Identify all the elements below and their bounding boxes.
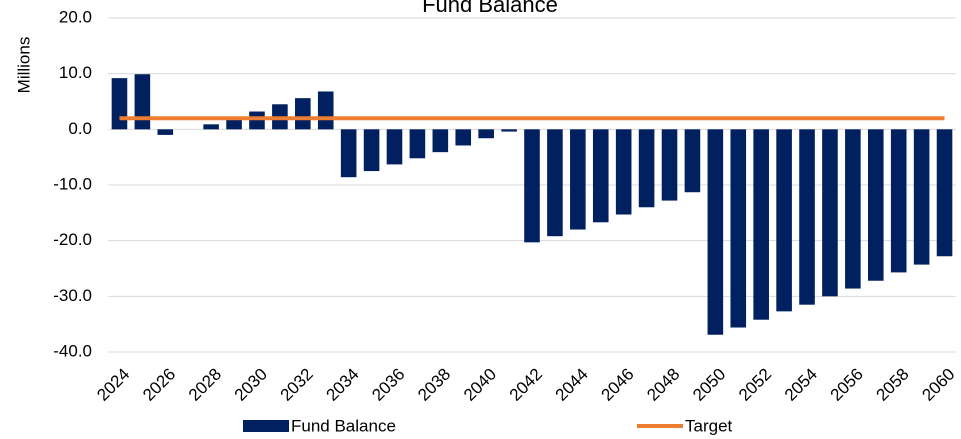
x-tick-label: 2052 bbox=[735, 365, 775, 405]
bar bbox=[822, 129, 838, 297]
bar bbox=[203, 124, 219, 130]
x-tick-label: 2050 bbox=[689, 365, 729, 405]
bar bbox=[547, 129, 563, 237]
y-tick-label: -20.0 bbox=[53, 230, 92, 249]
x-tick-label: 2054 bbox=[781, 365, 821, 405]
bar bbox=[524, 129, 540, 243]
x-tick-label: 2060 bbox=[918, 365, 958, 405]
x-tick-label: 2056 bbox=[827, 365, 867, 405]
bar bbox=[249, 111, 265, 130]
bar bbox=[111, 78, 128, 130]
y-axis-label: Millions bbox=[14, 37, 33, 94]
x-tick-label: 2046 bbox=[597, 365, 637, 405]
x-tick-label: 2042 bbox=[506, 365, 546, 405]
x-tick-label: 2044 bbox=[552, 365, 592, 405]
bar bbox=[317, 91, 334, 130]
bar bbox=[570, 129, 586, 230]
bar bbox=[684, 129, 701, 193]
legend-label: Fund Balance bbox=[291, 416, 396, 435]
bar bbox=[753, 129, 769, 320]
bar bbox=[799, 129, 815, 305]
x-tick-label: 2058 bbox=[873, 365, 913, 405]
x-tick-label: 2048 bbox=[643, 365, 683, 405]
x-tick-label: 2038 bbox=[414, 365, 454, 405]
y-tick-label: -30.0 bbox=[53, 286, 92, 305]
chart-title: Fund Balance bbox=[422, 0, 558, 17]
y-tick-label: -10.0 bbox=[53, 174, 92, 193]
bar bbox=[638, 129, 655, 208]
bar bbox=[776, 129, 792, 312]
x-tick-label: 2028 bbox=[185, 365, 225, 405]
bar bbox=[936, 129, 953, 257]
bar bbox=[661, 129, 678, 201]
bar bbox=[913, 129, 930, 265]
bar bbox=[226, 119, 242, 130]
x-tick-label: 2034 bbox=[322, 365, 362, 405]
bar bbox=[867, 129, 884, 281]
bar bbox=[707, 129, 724, 335]
bar bbox=[340, 129, 357, 178]
bar bbox=[845, 129, 861, 289]
x-tick-label: 2036 bbox=[368, 365, 408, 405]
x-tick-label: 2030 bbox=[231, 365, 271, 405]
legend-swatch bbox=[243, 420, 289, 432]
x-tick-label: 2040 bbox=[460, 365, 500, 405]
legend-label: Target bbox=[685, 416, 733, 435]
bar bbox=[386, 129, 403, 165]
y-tick-label: 20.0 bbox=[59, 7, 92, 26]
x-tick-label: 2032 bbox=[277, 365, 317, 405]
bar bbox=[432, 129, 449, 153]
y-tick-label: 0.0 bbox=[68, 119, 92, 138]
x-tick-label: 2024 bbox=[93, 365, 133, 405]
bar bbox=[478, 129, 494, 139]
bar bbox=[157, 129, 174, 135]
bar bbox=[134, 74, 151, 130]
bar bbox=[615, 129, 632, 215]
bar bbox=[409, 129, 426, 159]
y-tick-label: 10.0 bbox=[59, 63, 92, 82]
bar bbox=[363, 129, 380, 172]
bar bbox=[730, 129, 747, 328]
y-tick-label: -40.0 bbox=[53, 341, 92, 360]
bar bbox=[295, 98, 311, 130]
bar bbox=[501, 129, 517, 132]
bar bbox=[455, 129, 472, 146]
bar bbox=[890, 129, 907, 273]
x-tick-label: 2026 bbox=[139, 365, 179, 405]
bar bbox=[592, 129, 609, 223]
